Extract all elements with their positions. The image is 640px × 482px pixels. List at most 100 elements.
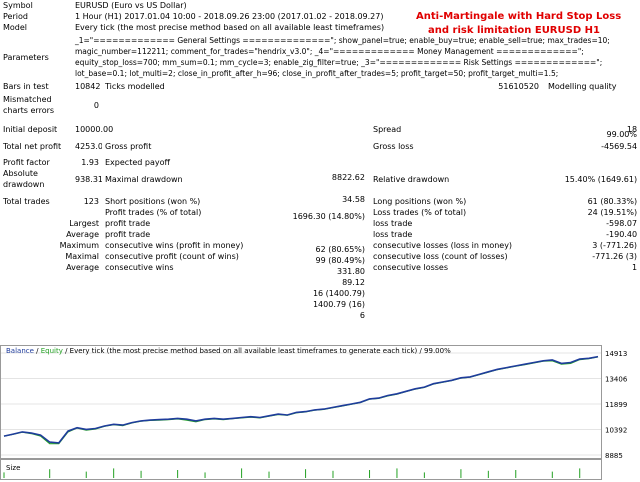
ticks-label: Ticks modelled: [105, 82, 165, 91]
balance-chart: 14913 13406 11899 10392 8885 Balance / Equit…: [0, 345, 640, 480]
pf-value: 1.93: [81, 158, 99, 167]
long-label: Long positions (won %): [373, 197, 467, 206]
row-total-trades: Total trades 123 Short positions (won %)…: [0, 196, 640, 207]
row-bars: Bars in test 10842 Ticks modelled 516105…: [0, 81, 640, 92]
row-deposit: Initial deposit 10000.00 Spread 18: [0, 124, 640, 135]
maximal-profit-value: 1400.79 (16): [312, 300, 365, 309]
avg-losses-label: consecutive losses: [373, 263, 449, 272]
abs-dd-value: 938.31: [75, 174, 102, 184]
row-symbol: Symbol EURUSD (Euro vs US Dollar): [0, 0, 640, 11]
row-average2: Average consecutive wins consecutive los…: [0, 262, 640, 273]
model-value: Every tick (the most precise method base…: [75, 23, 385, 32]
mismatched-label: Mismatched charts errors: [3, 95, 55, 115]
maximal-profit-label: consecutive profit (count of wins): [105, 252, 239, 261]
balance-chart-svg: 14913 13406 11899 10392 8885: [0, 345, 628, 480]
long-value: 61 (80.33%): [587, 197, 638, 206]
average2-label: Average: [66, 263, 99, 272]
annotation-line-2: and risk limitation EURUSD H1: [428, 25, 600, 36]
largest-loss-label: loss trade: [373, 219, 413, 228]
loss-trades-label: Loss trades (% of total): [373, 208, 467, 217]
avg-losses-value: 1: [631, 263, 638, 272]
annotation-line-1: Anti-Martingale with Hard Stop Loss: [416, 11, 622, 22]
chart-title: Balance / Equity / Every tick (the most …: [6, 347, 451, 355]
avg-wins-value: 6: [359, 311, 365, 320]
y-tick-label: 13406: [605, 376, 628, 384]
abs-dd-label: Absolute drawdown: [3, 169, 45, 189]
maximum-label: Maximum: [59, 241, 99, 250]
chart-plot-frame: [0, 345, 602, 459]
max-wins-value: 16 (1400.79): [312, 289, 365, 298]
average-profit-label: profit trade: [105, 230, 151, 239]
average-loss-label: loss trade: [373, 230, 413, 239]
pf-label: Profit factor: [3, 158, 50, 167]
maximal-loss-value: -771.26 (3): [592, 252, 638, 261]
strategy-annotation: Anti-Martingale with Hard Stop Loss and …: [416, 10, 636, 38]
net-label: Total net profit: [3, 141, 62, 151]
row-parameters: Parameters _1="============= General Set…: [0, 33, 640, 81]
size-label: Size: [6, 464, 21, 472]
bars-label: Bars in test: [3, 82, 49, 91]
period-label: Period: [3, 12, 28, 21]
max-dd-label: Maximal drawdown: [105, 174, 183, 184]
max-losses-value: 3 (-771.26): [592, 241, 638, 250]
avg-wins-label: consecutive wins: [105, 263, 174, 272]
quality-cell: Modelling quality: [545, 81, 640, 92]
maximal-loss-label: consecutive loss (count of losses): [373, 252, 508, 261]
mismatched-value: 0: [93, 100, 99, 110]
y-tick-label: 10392: [605, 427, 627, 435]
strategy-tester-report: Symbol EURUSD (Euro vs US Dollar) Period…: [0, 0, 640, 320]
row-maximum: Maximum consecutive wins (profit in mone…: [0, 240, 640, 251]
row-maximal: Maximal consecutive profit (count of win…: [0, 251, 640, 262]
total-trades-value: 123: [83, 197, 99, 206]
bars-value: 10842: [75, 82, 101, 91]
chart-title-balance: Balance: [6, 347, 34, 355]
rel-dd-value: 15.40% (1649.61): [564, 174, 638, 184]
maximal-label: Maximal: [65, 252, 99, 261]
size-panel-frame: [0, 459, 602, 480]
net-value: 4253.08: [75, 141, 102, 151]
row-profit-trades: Profit trades (% of total) Loss trades (…: [0, 207, 640, 218]
profit-trades-label: Profit trades (% of total): [105, 208, 202, 217]
largest-profit-label: profit trade: [105, 219, 151, 228]
max-losses-label: consecutive losses (loss in money): [373, 241, 513, 250]
total-trades-label: Total trades: [3, 197, 50, 206]
chart-title-sep: /: [33, 347, 41, 355]
average-label: Average: [66, 230, 99, 239]
short-label: Short positions (won %): [105, 197, 201, 206]
ticks-value: 51610520: [498, 82, 539, 91]
row-pf: Profit factor 1.93 Expected payoff: [0, 157, 640, 168]
parameters-label: Parameters: [3, 52, 49, 62]
chart-title-equity: Equity: [40, 347, 63, 355]
payoff-label: Expected payoff: [105, 158, 170, 167]
largest-label: Largest: [69, 219, 99, 228]
row-period: Period 1 Hour (H1) 2017.01.04 10:00 - 20…: [0, 11, 640, 22]
gross-loss-label: Gross loss: [373, 141, 414, 151]
row-largest: Largest profit trade loss trade -598.07: [0, 218, 640, 229]
model-label: Model: [3, 23, 28, 32]
y-tick-label: 8885: [605, 452, 623, 460]
row-model: Model Every tick (the most precise metho…: [0, 22, 640, 33]
symbol-value: EURUSD (Euro vs US Dollar): [75, 1, 187, 10]
max-wins-label: consecutive wins (profit in money): [105, 241, 244, 250]
period-value: 1 Hour (H1) 2017.01.04 10:00 - 2018.09.2…: [75, 12, 384, 21]
gross-loss-value: -4569.54: [601, 141, 638, 151]
gross-profit-label: Gross profit: [105, 141, 152, 151]
average-loss-value: -190.40: [606, 230, 638, 239]
symbol-label: Symbol: [3, 1, 33, 10]
y-tick-label: 14913: [605, 350, 627, 358]
row-drawdown: Absolute drawdown 938.31 Maximal drawdow…: [0, 168, 640, 190]
largest-loss-value: -598.07: [606, 219, 638, 228]
spread-label: Spread: [373, 125, 402, 134]
parameters-value: _1="============= General Settings =====…: [75, 36, 610, 78]
spread-value: 18: [626, 125, 638, 134]
rel-dd-label: Relative drawdown: [373, 174, 450, 184]
balance-line: [3, 355, 599, 444]
chart-title-rest: / Every tick (the most precise method ba…: [62, 347, 451, 355]
y-tick-label: 11899: [605, 401, 627, 409]
deposit-value: 10000.00: [75, 125, 114, 134]
row-average: Average profit trade loss trade -190.40: [0, 229, 640, 240]
quality-label: Modelling quality: [548, 82, 617, 91]
row-net: Total net profit 4253.08 Gross profit Gr…: [0, 135, 640, 157]
report-table: Symbol EURUSD (Euro vs US Dollar) Period…: [0, 0, 640, 273]
deposit-label: Initial deposit: [3, 125, 58, 134]
